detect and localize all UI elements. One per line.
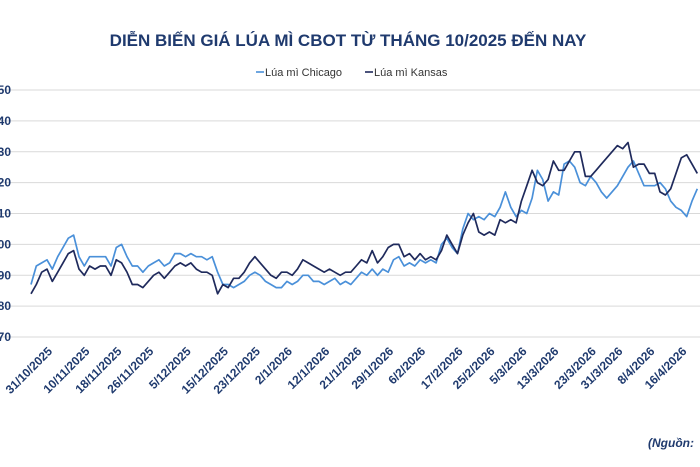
- series-line-chicago: [30, 160, 699, 289]
- chart-title: DIỄN BIẾN GIÁ LÚA MÌ CBOT TỪ THÁNG 10/20…: [110, 31, 587, 50]
- y-tick-label: 250: [0, 83, 11, 97]
- x-axis: 31/10/202510/11/202518/11/202526/11/2025…: [3, 344, 690, 397]
- gridlines: [0, 89, 700, 338]
- y-tick-label: 210: [0, 207, 11, 221]
- y-tick-label: 190: [0, 268, 11, 282]
- series-lines: [30, 141, 699, 295]
- y-tick-label: 180: [0, 299, 11, 313]
- y-tick-label: 170: [0, 330, 11, 344]
- y-axis: 170 180 190 200 210 220 230 240 250: [0, 83, 11, 344]
- source-note: (Nguồn:: [648, 436, 694, 450]
- y-tick-label: 200: [0, 237, 11, 251]
- series-line-kansas: [30, 141, 699, 295]
- y-tick-label: 230: [0, 145, 11, 159]
- chart-legend: Lúa mì Chicago Lúa mì Kansas: [256, 67, 448, 79]
- legend-label-kansas: Lúa mì Kansas: [374, 67, 448, 79]
- y-tick-label: 240: [0, 114, 11, 128]
- legend-label-chicago: Lúa mì Chicago: [265, 67, 342, 79]
- y-tick-label: 220: [0, 176, 11, 190]
